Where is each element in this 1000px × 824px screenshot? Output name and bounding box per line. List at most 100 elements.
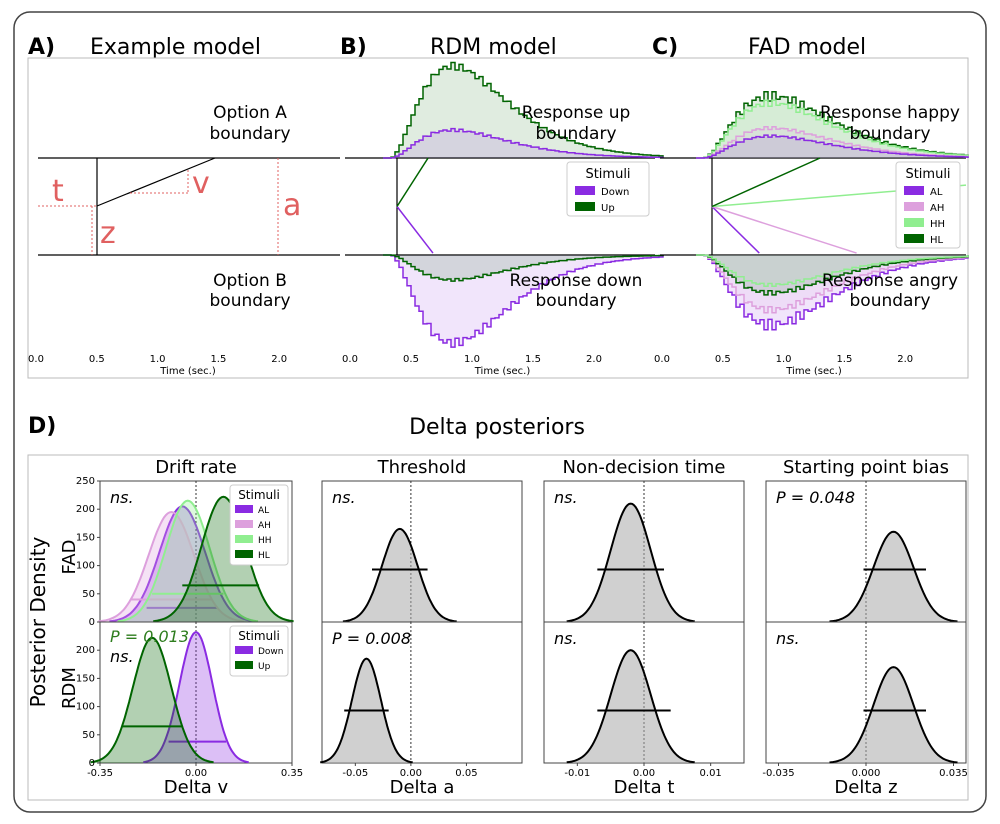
hist-al-lower: [696, 254, 969, 331]
legend-label-up: Up: [601, 203, 615, 214]
density-up-fill: [90, 637, 214, 763]
posterior-rdm-1: -0.05 0.00 0.05 P = 0.008: [320, 621, 523, 779]
density-fill: [829, 667, 958, 763]
legend-label-hl: HL: [258, 551, 270, 561]
legend-title: Stimuli: [238, 488, 280, 502]
y-axis-label: Posterior Density: [26, 536, 50, 707]
row-label-fad: FAD: [59, 540, 80, 575]
drift-line-al: [711, 205, 760, 254]
col-title-0: Drift rate: [155, 457, 237, 478]
col-title-2: Non-decision time: [563, 457, 726, 478]
drift-line-down: [396, 206, 434, 254]
legend-title: Stimuli: [238, 629, 280, 643]
x-tick-label: 2.0: [586, 354, 602, 365]
x-axis-label: Time (sec.): [159, 366, 216, 377]
hist-ah-lower: [696, 254, 969, 314]
title-delta: Delta posteriors: [409, 415, 585, 440]
drift-line-hl: [711, 157, 821, 208]
density-ah-curve: [98, 510, 245, 623]
x-tick-label: 2.0: [271, 354, 287, 365]
hist-ah-upper: [696, 125, 969, 159]
x-tick-label: -0.35: [87, 768, 113, 779]
legend-label-hh: HH: [258, 536, 272, 546]
x-tick-label: 0.5: [89, 354, 105, 365]
legend-label-hl: HL: [930, 235, 944, 246]
upper-label-2: boundary: [850, 124, 931, 144]
x-tick-label: 0.5: [403, 354, 419, 365]
panel-d: Drift rate Delta v Threshold Delta a Non-dec…: [76, 457, 968, 798]
y-tick-label: 0: [89, 758, 95, 769]
y-tick-label: 50: [82, 730, 95, 741]
density-fill: [566, 503, 695, 622]
legend-swatch-al: [904, 186, 924, 195]
posterior-rdm-2: -0.01 0.00 0.01 ns.: [543, 621, 745, 779]
density-al-curve: [109, 505, 256, 623]
y-tick-label: 100: [76, 702, 95, 713]
drift-line-ah: [711, 205, 857, 254]
density-fill: [342, 528, 457, 622]
legend-label-ah: AH: [930, 203, 944, 214]
histograms-b: [383, 61, 664, 348]
param-z: z: [100, 216, 116, 251]
x-axis-label: Time (sec.): [474, 366, 531, 377]
legend-swatch-up: [235, 661, 253, 669]
param-v: v: [192, 166, 210, 201]
hist-hh-lower-fill: [696, 255, 968, 287]
x-tick-label: 0.35: [281, 768, 303, 779]
x-tick-label: 1.5: [525, 354, 541, 365]
lower-label-2: boundary: [210, 291, 291, 311]
x-axis-b: 0.0 0.5 1.0 1.5 2.0 Time (sec.): [342, 354, 602, 377]
upper-label-2: boundary: [210, 124, 291, 144]
legend-swatch-hh: [904, 218, 924, 227]
histograms-c: [696, 91, 969, 331]
x-tick-label: 0.05: [455, 768, 477, 779]
posterior-fad-1: ns.: [321, 480, 523, 623]
legend-swatch-up: [575, 202, 595, 211]
upper-label-1: Response up: [522, 103, 631, 123]
density-fill: [829, 531, 958, 622]
y-tick-label: 200: [76, 645, 95, 656]
x-tick-label: -0.05: [342, 768, 368, 779]
hist-al-upper: [696, 134, 969, 159]
annotation: P = 0.008: [332, 629, 411, 648]
x-axis-label-3: Delta z: [834, 777, 897, 798]
density-curve: [566, 502, 695, 623]
legend-label-al: AL: [930, 187, 943, 198]
legend-swatch-down: [235, 646, 253, 654]
posterior-rdm-3: -0.035 0.000 0.035 ns.: [762, 621, 968, 779]
density-hh-fill: [117, 500, 258, 622]
col-title-1: Threshold: [377, 457, 467, 478]
x-tick-label: -0.035: [762, 768, 794, 779]
annotation-extra: P = 0.013: [110, 627, 189, 646]
y-tick-label: 200: [76, 504, 95, 515]
legend-b: Stimuli Down Up: [566, 161, 650, 217]
density-curve: [320, 657, 413, 764]
hist-al-upper-fill: [696, 135, 968, 158]
density-down-curve: [143, 631, 249, 764]
annotation: ns.: [554, 629, 578, 648]
posterior-fad-2: ns.: [543, 480, 745, 623]
x-tick-label: 1.5: [836, 354, 852, 365]
x-tick-label: 0.01: [700, 768, 722, 779]
x-axis-label-2: Delta t: [614, 777, 675, 798]
x-tick-label: 0.035: [939, 768, 968, 779]
upper-label-1: Response happy: [820, 103, 960, 123]
annotation: ns.: [110, 647, 134, 666]
upper-label-1: Option A: [213, 103, 287, 123]
row-label-rdm: RDM: [59, 667, 80, 709]
hist-hh-upper-fill: [696, 100, 968, 158]
y-tick-label: 50: [82, 589, 95, 600]
x-axis-label-0: Delta v: [164, 777, 229, 798]
posterior-fad-3: P = 0.048: [765, 480, 967, 623]
legend-c: Stimuli AL AH HH HL: [895, 161, 961, 249]
upper-label-2: boundary: [536, 124, 617, 144]
legend-swatch-hl: [235, 550, 253, 558]
x-tick-label: 0.000: [852, 768, 881, 779]
bottom-frame: [27, 454, 969, 801]
title-c: FAD model: [748, 35, 866, 60]
annotation: P = 0.048: [776, 488, 855, 507]
legend-title: Stimuli: [585, 167, 630, 182]
density-curve: [342, 527, 457, 623]
x-tick-label: 0.0: [342, 354, 358, 365]
